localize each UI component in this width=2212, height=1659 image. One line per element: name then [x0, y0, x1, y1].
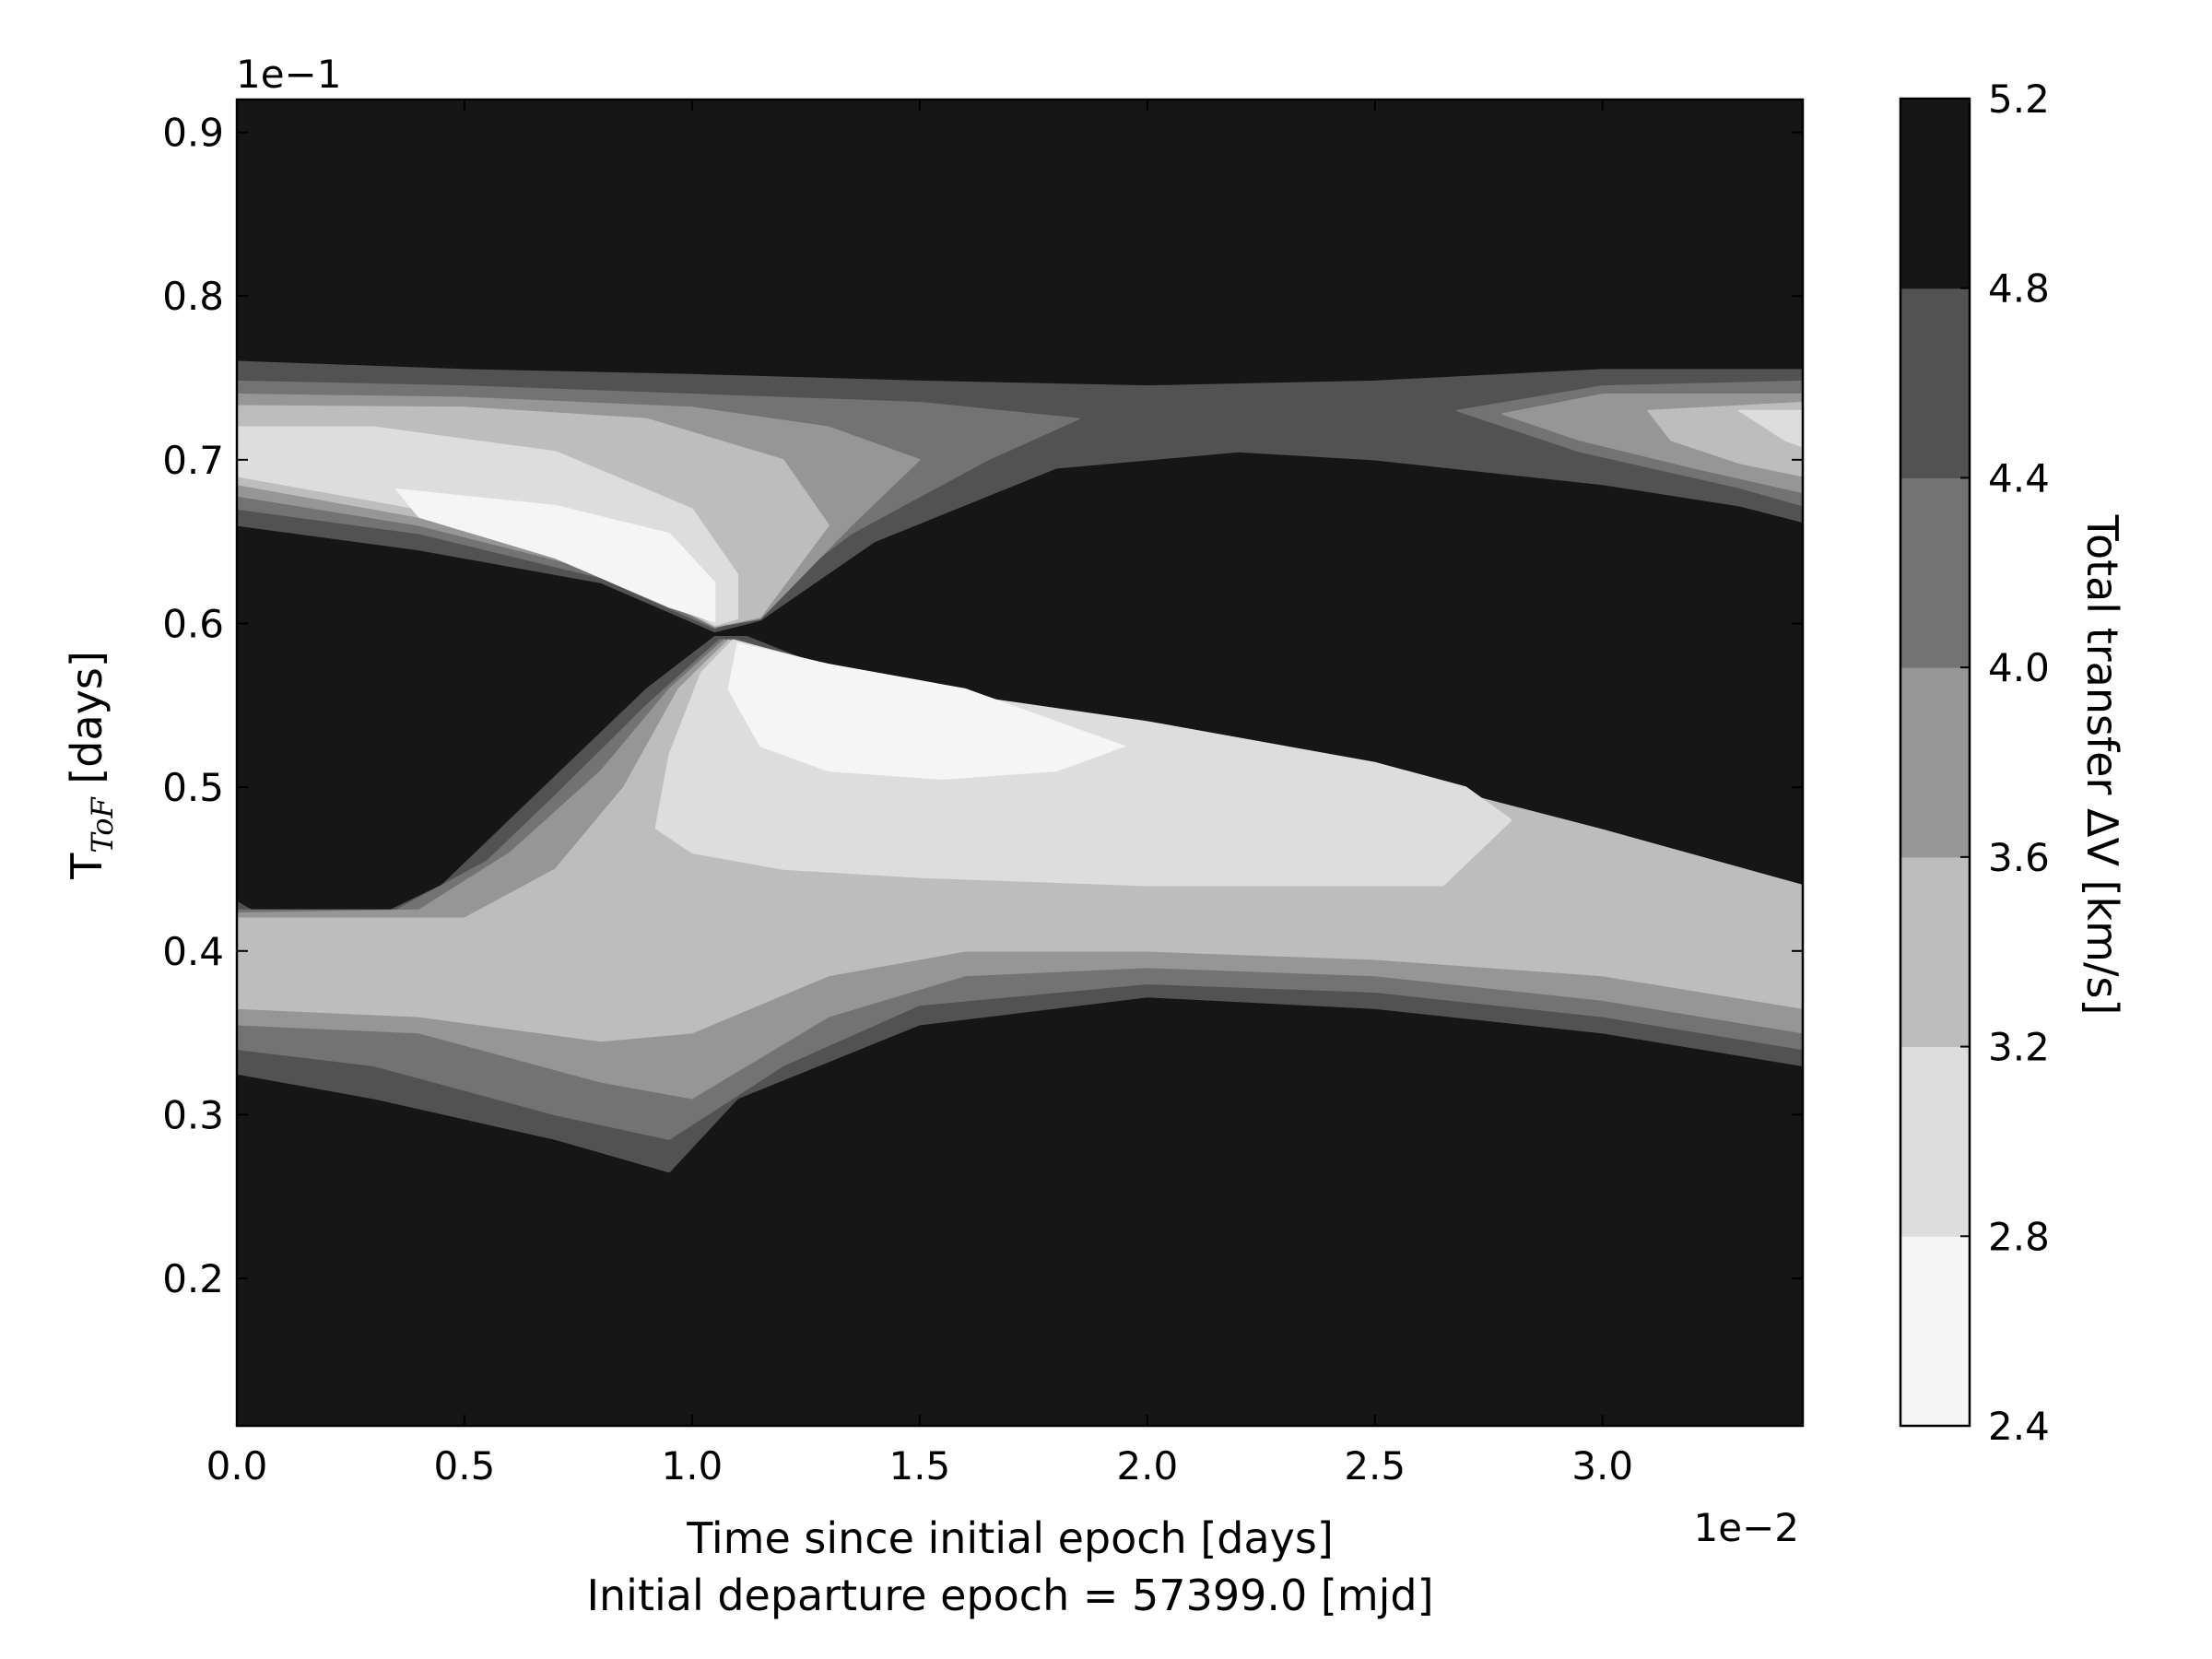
x-axis-offset-text: 1e−2 — [1694, 1505, 1799, 1550]
colorbar-tick-label: 3.2 — [1988, 1025, 2050, 1070]
x-axis-label: Time since initial epoch [days] — [686, 1513, 1334, 1563]
colorbar-band — [1900, 1046, 1970, 1237]
y-tick-label: 0.9 — [162, 111, 224, 156]
colorbar-tick-label: 5.2 — [1988, 76, 2050, 122]
y-axis-ticks: 0.2 0.3 0.4 0.5 0.6 0.7 0.8 0.9 — [162, 111, 1803, 1301]
axes-frame — [235, 98, 1805, 1428]
colorbar-tick-label: 4.0 — [1988, 645, 2050, 690]
x-tick-label: 2.0 — [1116, 1443, 1178, 1488]
colorbar-tick-label: 4.4 — [1988, 455, 2050, 500]
y-tick-label: 0.3 — [162, 1092, 224, 1137]
colorbar-tick-label: 2.8 — [1988, 1214, 2050, 1259]
contour-region-below-2-8-1 — [727, 642, 1125, 781]
y-tick-label: 0.7 — [162, 438, 224, 483]
colorbar-tick-label: 4.8 — [1988, 266, 2050, 312]
colorbar-label: Total transfer ΔV [km/s] — [2077, 514, 2127, 1016]
y-tick-label: 0.2 — [162, 1256, 224, 1301]
y-axis-label-subscript: ToF — [85, 796, 120, 853]
y-tick-label: 0.5 — [162, 765, 224, 810]
departure-epoch-label: Initial departure epoch = 57399.0 [mjd] — [586, 1571, 1433, 1620]
colorbar-band — [1900, 1236, 1970, 1427]
contour-fills — [237, 360, 1803, 1173]
y-tick-label: 0.4 — [162, 929, 224, 974]
y-axis-label: TToF [days] — [62, 651, 120, 880]
x-tick-label: 2.5 — [1344, 1443, 1406, 1488]
contour-region-below-3-2-1 — [1738, 409, 1803, 448]
colorbar-band — [1900, 288, 1970, 478]
x-tick-label: 0.0 — [206, 1443, 268, 1488]
colorbar-frame — [1899, 97, 1971, 1428]
x-axis-ticks: 0.0 0.5 1.0 1.5 2.0 2.5 3.0 — [206, 100, 1633, 1488]
y-tick-label: 0.8 — [162, 274, 224, 319]
colorbar-tick-label: 2.4 — [1988, 1404, 2050, 1449]
contour-region-below-2-8-0 — [395, 488, 716, 623]
y-axis-label-suffix: [days] — [62, 651, 112, 797]
colorbar-band — [1900, 477, 1970, 668]
y-tick-label: 0.6 — [162, 601, 224, 646]
colorbar-tick-label: 3.6 — [1988, 835, 2050, 880]
x-tick-label: 3.0 — [1571, 1443, 1633, 1488]
colorbar-band — [1900, 99, 1970, 289]
x-tick-label: 1.5 — [888, 1443, 950, 1488]
plot-frame — [235, 98, 1805, 1428]
y-axis-label-main: T — [62, 853, 112, 880]
colorbar-band — [1900, 856, 1970, 1048]
y-axis-offset-text: 1e−1 — [236, 52, 341, 97]
colorbar: 2.4 2.8 3.2 3.6 4.0 4.4 4.8 5.2 — [1899, 76, 2050, 1449]
colorbar-band — [1900, 667, 1970, 858]
x-tick-label: 0.5 — [434, 1443, 496, 1488]
x-tick-label: 1.0 — [661, 1443, 723, 1488]
